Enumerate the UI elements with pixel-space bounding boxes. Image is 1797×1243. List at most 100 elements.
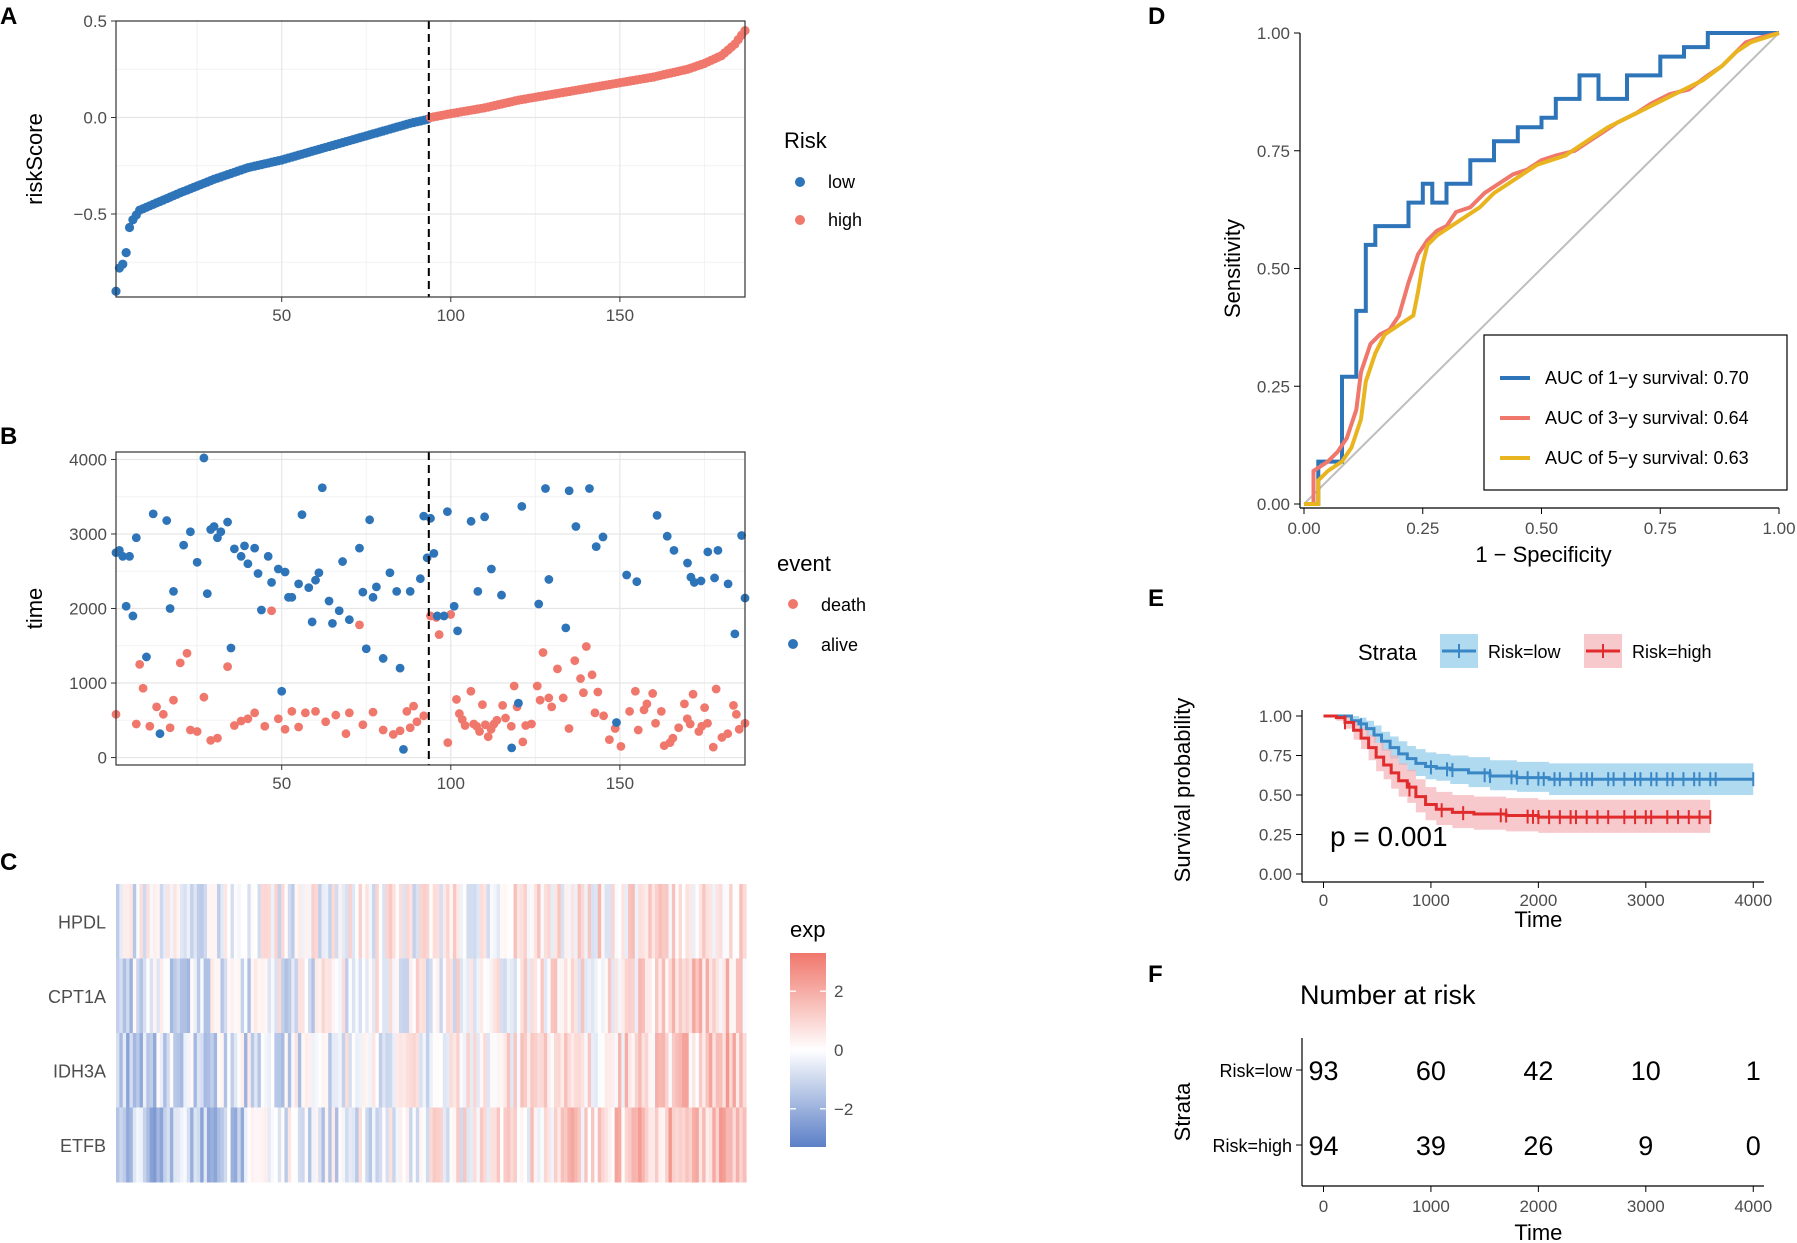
- heatmap-cell: [584, 1107, 589, 1183]
- point-alive: [267, 578, 276, 587]
- point-alive: [169, 586, 178, 596]
- heatmap-cell: [365, 1033, 370, 1108]
- heatmap-cell: [631, 1107, 636, 1183]
- point-death: [685, 719, 695, 729]
- heatmap-cell: [200, 1033, 205, 1108]
- heatmap-cell: [688, 1107, 693, 1183]
- legend-label-high: high: [828, 210, 862, 230]
- heatmap-cell: [230, 884, 235, 959]
- heatmap-cell: [270, 958, 275, 1034]
- x-tick-label: 3000: [1627, 891, 1665, 910]
- heatmap-cell: [436, 958, 441, 1034]
- heatmap-cell: [587, 1107, 592, 1183]
- point-alive: [250, 543, 260, 553]
- heatmap-cell: [661, 1107, 666, 1183]
- heatmap-cell: [345, 1033, 350, 1108]
- heatmap-cell: [308, 958, 313, 1034]
- panel-label-e: E: [1148, 585, 1164, 612]
- heatmap-cell: [321, 958, 326, 1034]
- heatmap-cell: [166, 884, 171, 959]
- heatmap-cell: [291, 884, 296, 959]
- point-alive: [179, 540, 189, 550]
- heatmap-cell: [351, 958, 356, 1034]
- heatmap-cell: [719, 1033, 724, 1108]
- heatmap-cell: [452, 884, 457, 959]
- heatmap-cell: [510, 1033, 515, 1108]
- heatmap-cell: [473, 1107, 478, 1183]
- heatmap-cell: [493, 958, 498, 1034]
- heatmap-cell: [496, 1107, 501, 1183]
- heatmap-cell: [493, 884, 498, 959]
- heatmap-cell: [493, 1107, 498, 1183]
- point-death: [501, 713, 510, 723]
- heatmap-cell: [375, 1033, 380, 1108]
- x-axis-label: Time: [1514, 1220, 1562, 1243]
- heatmap-cell: [230, 958, 235, 1034]
- heatmap-cell: [169, 958, 174, 1034]
- heatmap-cell: [180, 884, 184, 959]
- heatmap-cell: [301, 1033, 306, 1108]
- heatmap-cell: [297, 958, 302, 1034]
- heatmap-cell: [378, 1033, 383, 1108]
- heatmap-cell: [351, 1033, 356, 1108]
- heatmap-cell: [382, 884, 387, 959]
- heatmap-cell: [655, 958, 660, 1034]
- heatmap-cell: [732, 958, 737, 1034]
- point-alive: [385, 568, 395, 578]
- heatmap-cell: [412, 1033, 417, 1108]
- heatmap-cell: [217, 1107, 222, 1183]
- heatmap-cell: [338, 884, 343, 959]
- point-alive: [192, 557, 202, 567]
- heatmap-cell: [122, 884, 127, 959]
- heatmap-cell: [708, 1033, 713, 1108]
- heatmap-cell: [190, 1107, 195, 1183]
- point-death: [506, 721, 516, 731]
- heatmap-cell: [533, 884, 538, 959]
- table-title: Number at risk: [1300, 980, 1476, 1010]
- heatmap-cell: [658, 1107, 663, 1183]
- heatmap-cell: [419, 958, 424, 1034]
- heatmap-cell: [270, 1033, 275, 1108]
- heatmap-cell: [617, 1107, 622, 1183]
- heatmap-cell: [553, 1107, 558, 1183]
- heatmap-cell: [506, 1033, 511, 1108]
- heatmap-cell: [570, 1107, 575, 1183]
- heatmap-cell: [395, 1107, 400, 1183]
- point-alive: [497, 590, 506, 600]
- heatmap-cell: [671, 958, 676, 1034]
- heatmap-cell: [506, 958, 511, 1034]
- point-alive: [683, 558, 692, 568]
- heatmap-cell: [402, 1033, 407, 1108]
- x-tick-label: 2000: [1519, 891, 1557, 910]
- heatmap-cell: [355, 1107, 360, 1183]
- heatmap-cell: [422, 884, 427, 959]
- point-alive: [148, 509, 158, 519]
- heatmap-cell: [196, 884, 201, 959]
- heatmap-cell: [540, 958, 545, 1034]
- heatmap-cell: [479, 958, 484, 1034]
- point-death: [616, 741, 626, 751]
- heatmap-cell: [638, 1033, 643, 1108]
- heatmap-cell: [398, 884, 403, 959]
- heatmap-cell: [530, 958, 535, 1034]
- heatmap-cell: [153, 884, 158, 959]
- point-death: [412, 717, 422, 727]
- heatmap-cell: [415, 1033, 420, 1108]
- heatmap-cell: [557, 1107, 562, 1183]
- heatmap-cell: [543, 1107, 548, 1183]
- point-alive: [480, 512, 490, 522]
- heatmap-cell: [446, 1107, 451, 1183]
- heatmap-cell: [722, 958, 727, 1034]
- heatmap-cell: [708, 958, 713, 1034]
- heatmap-cell: [715, 1107, 720, 1183]
- heatmap-cell: [658, 958, 663, 1034]
- heatmap-cell: [331, 1033, 336, 1108]
- heatmap-cell: [628, 958, 633, 1034]
- row-label-low: Risk=low: [1219, 1061, 1293, 1081]
- heatmap-cell: [284, 1033, 289, 1108]
- heatmap-cell: [136, 1107, 141, 1183]
- heatmap-cell: [247, 1107, 252, 1183]
- point-death: [388, 730, 398, 739]
- heatmap-cell: [429, 1033, 434, 1108]
- heatmap-cell: [678, 1107, 683, 1183]
